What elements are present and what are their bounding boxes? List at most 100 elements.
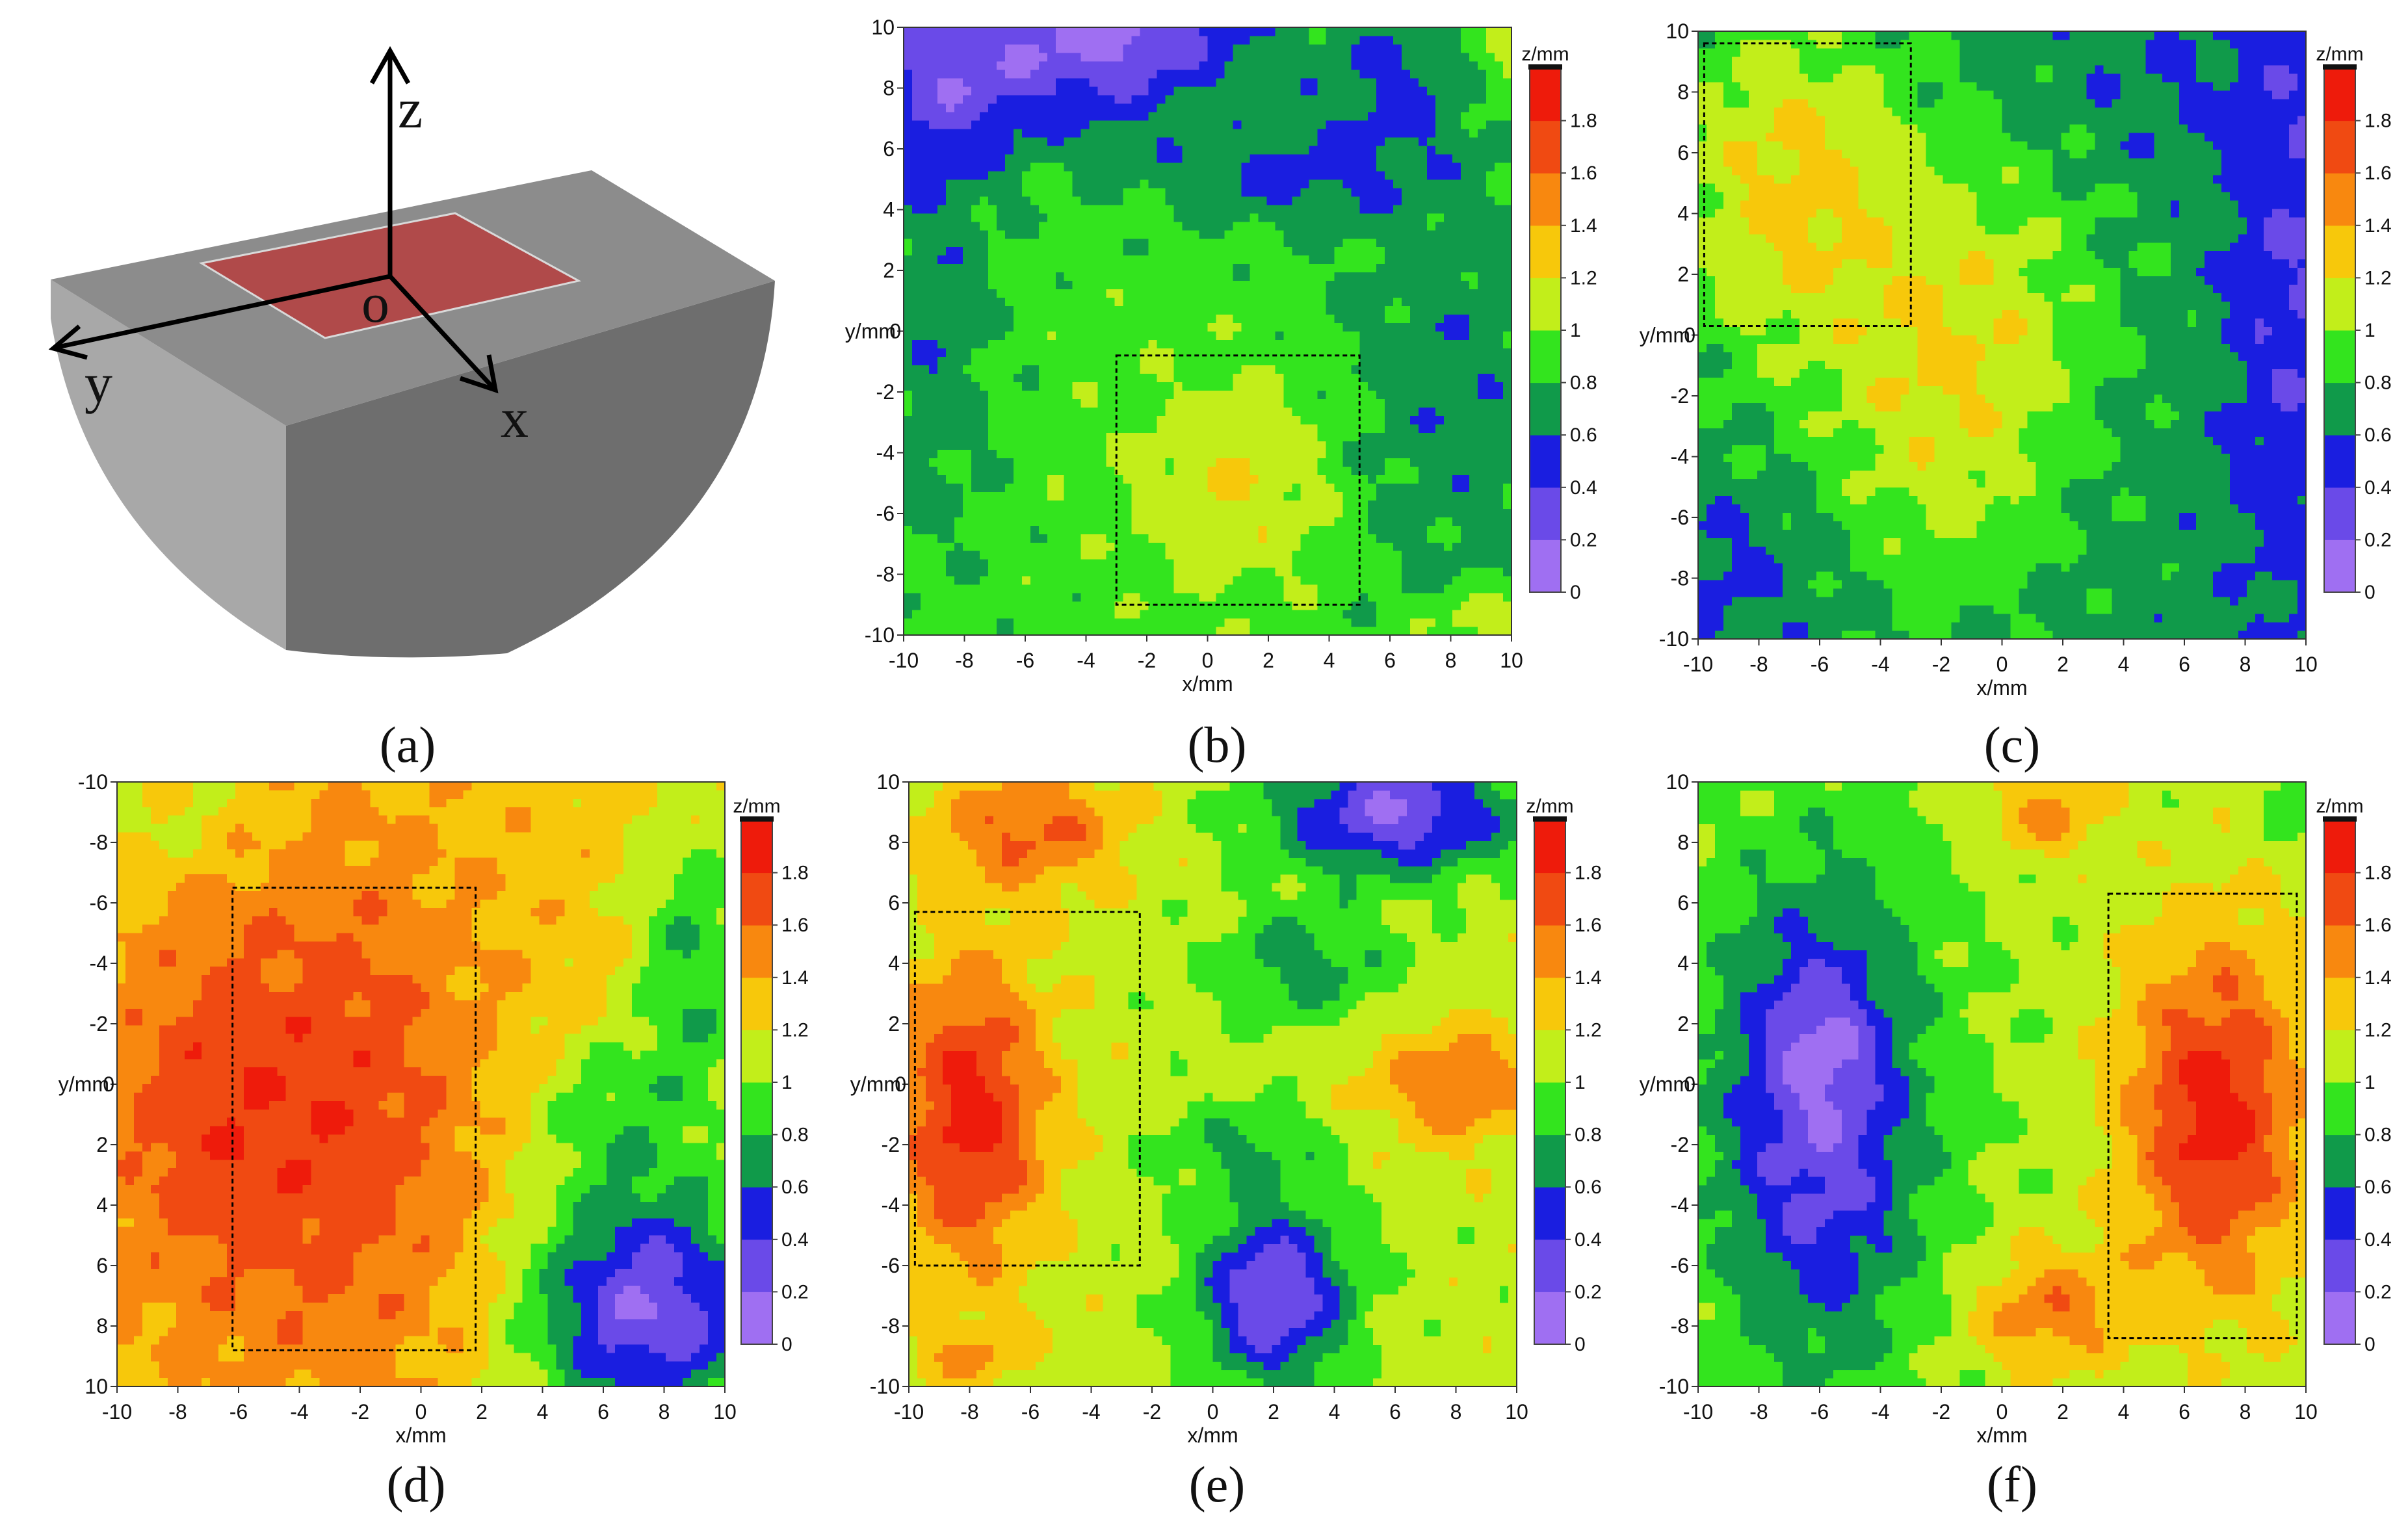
heatmap-cell <box>1157 339 1166 349</box>
heatmap-cell <box>1182 69 1192 79</box>
heatmap-cell <box>1250 517 1259 526</box>
heatmap-cell <box>1199 322 1209 332</box>
heatmap-cell <box>1309 415 1318 424</box>
heatmap-cell <box>928 255 938 265</box>
heatmap-cell <box>1478 576 1487 585</box>
heatmap-cell <box>1300 272 1309 281</box>
heatmap-cell <box>1292 255 1301 265</box>
heatmap-cell <box>1021 77 1031 87</box>
heatmap-cell <box>1131 111 1141 121</box>
heatmap-cell <box>1266 111 1276 121</box>
heatmap-cell <box>928 263 938 273</box>
heatmap-cell <box>1461 474 1470 484</box>
heatmap-cell <box>1004 483 1014 492</box>
heatmap-cell <box>1342 153 1352 163</box>
heatmap-cell <box>1444 111 1453 121</box>
heatmap-cell <box>1461 204 1470 214</box>
heatmap-cell <box>1300 238 1309 248</box>
heatmap-cell <box>1402 432 1411 441</box>
heatmap-cell <box>1351 306 1360 315</box>
heatmap-cell <box>1157 356 1166 366</box>
heatmap-cell <box>1021 356 1031 366</box>
heatmap-cell <box>1097 365 1107 374</box>
heatmap-cell <box>1157 35 1166 45</box>
heatmap-cell <box>1157 128 1166 138</box>
heatmap-cell <box>1004 187 1014 197</box>
heatmap-cell <box>1334 229 1343 239</box>
heatmap-cell <box>996 491 1006 500</box>
heatmap-cell <box>1317 246 1326 256</box>
heatmap-cell <box>920 601 930 610</box>
heatmap-cell <box>1309 77 1318 87</box>
heatmap-cell <box>1410 280 1419 290</box>
heatmap-cell <box>1326 415 1335 424</box>
heatmap-cell <box>962 407 972 416</box>
heatmap-cell <box>979 576 989 585</box>
heatmap-cell <box>971 187 980 197</box>
heatmap-cell <box>1469 213 1478 222</box>
heatmap-cell <box>1410 52 1419 62</box>
heatmap-cell <box>1173 44 1183 53</box>
heatmap-cell <box>1123 136 1132 146</box>
heatmap-cell <box>1258 390 1268 399</box>
heatmap-cell <box>904 458 913 467</box>
heatmap-cell <box>920 618 930 627</box>
heatmap-cell <box>1393 35 1402 45</box>
heatmap-cell <box>1216 390 1225 399</box>
heatmap-cell <box>1342 458 1352 467</box>
heatmap-cell <box>1047 77 1056 87</box>
heatmap-cell <box>928 618 938 627</box>
heatmap-cell <box>1216 356 1225 366</box>
heatmap-cell <box>937 94 947 104</box>
heatmap-cell <box>1461 128 1470 138</box>
heatmap-cell <box>904 120 913 129</box>
heatmap-cell <box>1055 213 1065 222</box>
heatmap-cell <box>920 128 930 138</box>
heatmap-cell <box>1004 238 1014 248</box>
heatmap-cell <box>1469 120 1478 129</box>
heatmap-cell <box>1148 517 1158 526</box>
heatmap-cell <box>1140 432 1149 441</box>
heatmap-cell <box>904 128 913 138</box>
heatmap-cell <box>937 263 947 273</box>
heatmap-cell <box>1309 213 1318 222</box>
heatmap-cell <box>1165 314 1175 324</box>
heatmap-cell <box>1080 424 1090 433</box>
heatmap-cell <box>1157 576 1166 585</box>
heatmap-cell <box>1478 128 1487 138</box>
heatmap-cell <box>928 542 938 551</box>
heatmap-cell <box>1376 94 1385 104</box>
panel-label-a: (a) <box>380 716 436 773</box>
heatmap-cell <box>1224 331 1234 341</box>
heatmap-cell <box>1123 508 1132 517</box>
heatmap-cell <box>1469 263 1478 273</box>
heatmap-cell <box>1342 534 1352 543</box>
heatmap-cell <box>1419 136 1428 146</box>
heatmap-cell <box>1207 483 1217 492</box>
heatmap-cell <box>1106 593 1116 602</box>
heatmap-cell <box>1216 365 1225 374</box>
heatmap-cell <box>1351 221 1360 231</box>
heatmap-cell <box>1182 508 1192 517</box>
heatmap-cell <box>962 458 972 467</box>
heatmap-cell <box>1173 491 1183 500</box>
heatmap-cell <box>1216 415 1225 424</box>
heatmap-cell <box>928 170 938 180</box>
heatmap-cell <box>1165 52 1175 62</box>
heatmap-cell <box>1435 415 1445 424</box>
heatmap-cell <box>1190 263 1200 273</box>
heatmap-cell <box>1013 474 1023 484</box>
heatmap-cell <box>1435 424 1445 433</box>
heatmap-cell <box>1030 610 1040 619</box>
heatmap-cell <box>1461 52 1470 62</box>
heatmap-cell <box>1376 458 1385 467</box>
heatmap-cell <box>962 77 972 87</box>
heatmap-cell <box>920 424 930 433</box>
heatmap-cell <box>1359 120 1368 129</box>
heatmap-cell <box>1342 517 1352 526</box>
heatmap-cell <box>1435 584 1445 593</box>
heatmap-cell <box>1275 52 1284 62</box>
heatmap-cell <box>1080 483 1090 492</box>
heatmap-cell <box>962 162 972 172</box>
heatmap-cell <box>979 407 989 416</box>
